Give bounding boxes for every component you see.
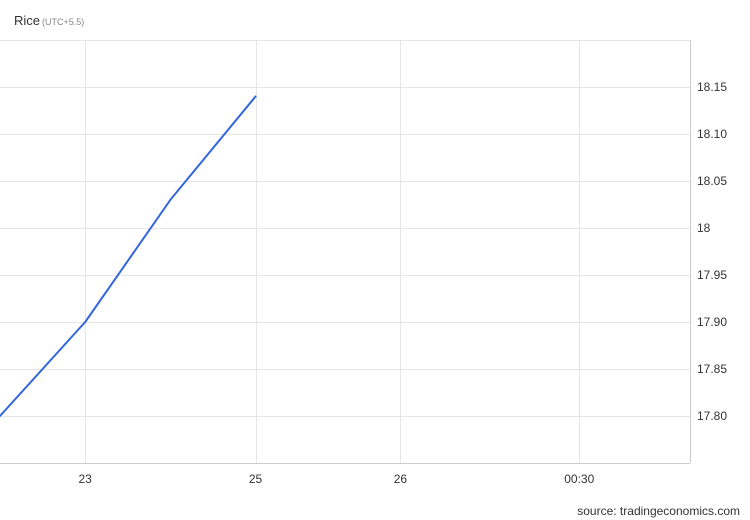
x-tick-label: 25 <box>249 472 263 486</box>
y-tick-label: 17.85 <box>697 362 727 376</box>
y-tick-label: 18.10 <box>697 127 727 141</box>
y-tick-label: 17.90 <box>697 315 727 329</box>
y-tick-label: 17.80 <box>697 409 727 423</box>
y-tick-label: 18 <box>697 221 711 235</box>
y-tick-label: 17.95 <box>697 268 727 282</box>
y-tick-label: 18.15 <box>697 80 727 94</box>
series-line <box>0 95 257 417</box>
chart-header: Rice (UTC+5.5) <box>14 12 84 30</box>
x-tick-label: 23 <box>79 472 93 486</box>
x-tick-label: 00:30 <box>564 472 594 486</box>
y-tick-label: 18.05 <box>697 174 727 188</box>
timezone-label: (UTC+5.5) <box>42 17 85 27</box>
source-label: source: tradingeconomics.com <box>577 504 740 518</box>
x-tick-label: 26 <box>394 472 408 486</box>
chart-title: Rice <box>14 13 41 28</box>
